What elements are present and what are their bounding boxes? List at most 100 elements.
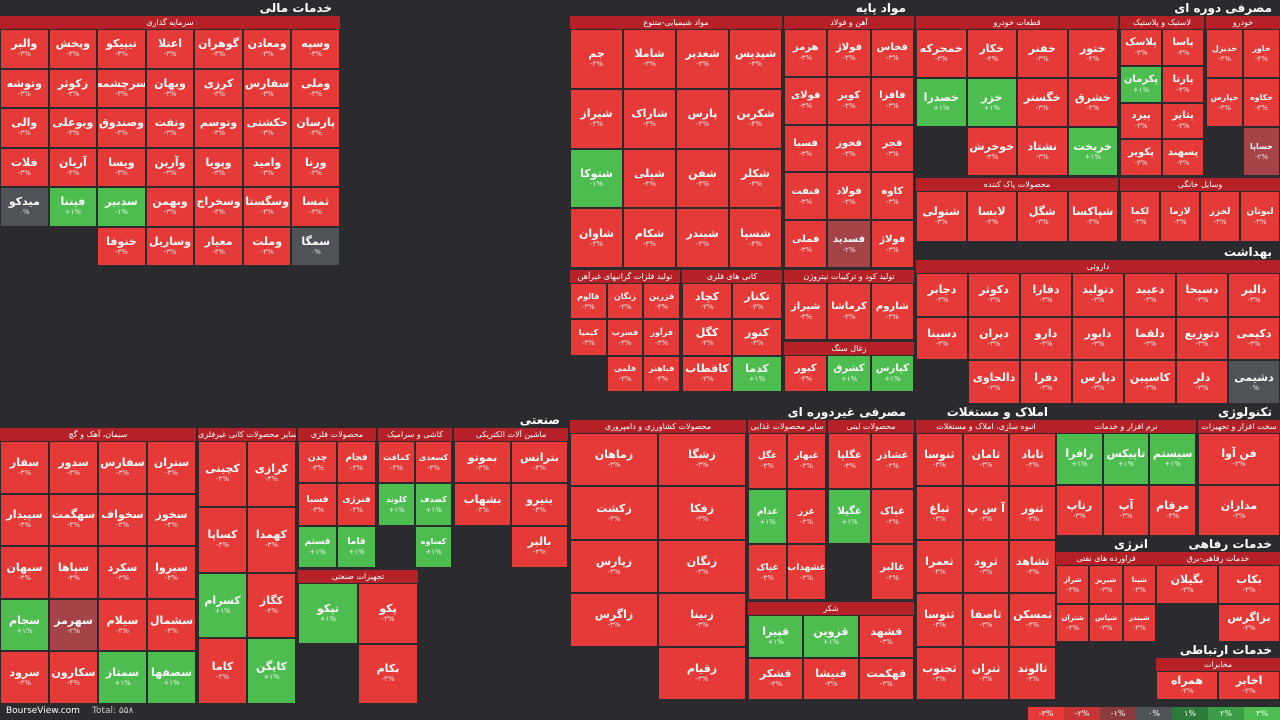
stock-tile[interactable]: قهکمت -۳% (858, 657, 914, 700)
stock-tile[interactable]: وآرین -۳% (145, 147, 195, 187)
stock-tile[interactable]: کسعدی -۳% (415, 441, 452, 484)
stock-tile[interactable]: وپخش -۳% (48, 29, 98, 69)
stock-tile[interactable]: گوهران -۳% (194, 29, 243, 69)
stock-tile[interactable]: سجام +۱% (0, 598, 49, 652)
stock-tile[interactable]: کاسپین -۳% (1124, 360, 1176, 404)
stock-tile[interactable]: فزرین -۳% (643, 283, 680, 320)
stock-tile[interactable]: ثتوسا -۳% (916, 593, 963, 647)
stock-tile[interactable]: دسبحا -۳% (1176, 273, 1228, 317)
stock-tile[interactable]: پارسان -۳% (291, 108, 340, 148)
stock-tile[interactable]: شبندر -۳% (676, 208, 729, 268)
stock-tile[interactable]: خزر +۱% (966, 78, 1017, 127)
stock-tile[interactable]: بکام -۳% (358, 643, 418, 704)
stock-tile[interactable]: سپاها -۳% (49, 546, 98, 599)
stock-tile[interactable]: کاوه -۳% (870, 172, 914, 221)
stock-tile[interactable]: سشمال -۳% (147, 598, 196, 652)
stock-tile[interactable]: قاما +۱% (337, 525, 376, 568)
stock-tile[interactable]: غپاک -۳% (748, 544, 787, 600)
stock-tile[interactable]: کمافت -۳% (378, 441, 415, 484)
stock-tile[interactable]: تیپیکو -۳% (97, 29, 146, 69)
stock-tile[interactable]: لخزر -۳% (1200, 191, 1240, 242)
stock-tile[interactable]: خریخت +۱% (1067, 127, 1118, 176)
stock-tile[interactable]: بنیرو -۳% (511, 483, 568, 526)
stock-tile[interactable]: غگیلا +۱% (828, 488, 871, 545)
stock-tile[interactable]: سپیدار -۳% (0, 493, 49, 547)
stock-tile[interactable]: کایگن +۱% (247, 638, 296, 704)
stock-tile[interactable]: دشیمی ۰% (1228, 360, 1280, 404)
stock-tile[interactable]: فجر -۳% (870, 124, 914, 173)
stock-tile[interactable]: شکلر -۳% (729, 148, 782, 209)
stock-tile[interactable]: دکیمی -۳% (1228, 316, 1280, 361)
stock-tile[interactable]: دپارس -۳% (1072, 360, 1124, 404)
stock-tile[interactable]: ثالوند -۳% (1009, 646, 1056, 700)
stock-tile[interactable]: خساپا -۲% (1243, 127, 1280, 176)
stock-tile[interactable]: شبریز -۳% (1089, 565, 1123, 604)
stock-tile[interactable]: غدام +۱% (748, 488, 787, 545)
stock-tile[interactable]: دسینا -۳% (916, 316, 968, 361)
stock-tile[interactable]: شاوان -۳% (570, 208, 623, 268)
stock-tile[interactable]: اعتلا -۳% (145, 29, 195, 69)
stock-tile[interactable]: ثمسا -۳% (291, 187, 340, 227)
stock-tile[interactable]: کگاز -۳% (247, 572, 296, 639)
stock-tile[interactable]: فولاد -۳% (827, 172, 871, 221)
stock-tile[interactable]: کصدف +۱% (415, 483, 452, 526)
stock-tile[interactable]: ثشاهد -۳% (1009, 539, 1056, 594)
stock-tile[interactable]: قستم +۱% (298, 525, 337, 568)
stock-tile[interactable]: سبهان -۳% (0, 546, 49, 599)
stock-tile[interactable]: زشگا -۳% (658, 433, 746, 487)
stock-tile[interactable]: سمگا ۰% (291, 226, 340, 266)
stock-tile[interactable]: دفرا -۳% (1020, 360, 1072, 404)
stock-tile[interactable]: وسپه -۳% (291, 29, 340, 69)
stock-tile[interactable]: غپاک -۳% (871, 488, 914, 545)
stock-tile[interactable]: شاراک -۳% (623, 88, 676, 149)
stock-tile[interactable]: کپارس +۱% (870, 355, 914, 392)
stock-tile[interactable]: تاپیکس +۱% (1102, 433, 1150, 485)
stock-tile[interactable]: فسبا -۳% (298, 483, 337, 526)
stock-tile[interactable]: فسرب -۳% (606, 319, 644, 356)
stock-tile[interactable]: غشهداب -۳% (787, 544, 826, 600)
stock-tile[interactable]: فولاژ -۳% (827, 29, 871, 77)
stock-tile[interactable]: کاقطاب -۳% (682, 355, 732, 392)
stock-tile[interactable]: شیراز -۳% (570, 88, 623, 149)
stock-tile[interactable]: فنفت -۳% (784, 172, 828, 221)
stock-tile[interactable]: بموتو -۳% (454, 441, 511, 484)
stock-tile[interactable]: ثرود -۳% (962, 539, 1010, 594)
stock-tile[interactable]: خپارس -۳% (1206, 78, 1243, 127)
stock-tile[interactable]: پاسا -۳% (1162, 29, 1204, 66)
stock-tile[interactable]: زفکا -۳% (658, 486, 746, 540)
stock-tile[interactable]: زبینا -۳% (658, 593, 746, 647)
stock-tile[interactable]: خمحرکه -۳% (916, 29, 967, 78)
stock-tile[interactable]: دابور -۳% (1072, 316, 1124, 361)
stock-tile[interactable]: فلات -۳% (0, 147, 49, 187)
stock-tile[interactable]: خدیزل -۳% (1206, 29, 1243, 78)
stock-tile[interactable]: سرود -۳% (0, 651, 49, 704)
stock-tile[interactable]: ومعادن -۳% (242, 29, 292, 69)
stock-tile[interactable]: سیستم +۱% (1149, 433, 1196, 485)
stock-tile[interactable]: خکاوه -۳% (1243, 78, 1280, 127)
stock-tile[interactable]: شبندر -۳% (1122, 603, 1156, 642)
stock-tile[interactable]: ثتران -۳% (962, 646, 1010, 700)
stock-tile[interactable]: فسبا -۳% (784, 124, 828, 173)
stock-tile[interactable]: وپویا -۳% (194, 147, 243, 187)
stock-tile[interactable]: بترانس -۳% (511, 441, 568, 484)
stock-tile[interactable]: کسرام +۱% (198, 572, 247, 639)
stock-tile[interactable]: پتایر -۳% (1162, 102, 1204, 140)
stock-tile[interactable]: کنور -۳% (732, 319, 782, 356)
stock-tile[interactable]: ثعمرا -۳% (916, 539, 963, 594)
stock-tile[interactable]: والبر -۳% (0, 29, 49, 69)
stock-tile[interactable]: میدکو ۰% (0, 187, 49, 227)
stock-tile[interactable]: خگستر -۳% (1017, 78, 1068, 127)
stock-tile[interactable]: شکربن -۳% (729, 88, 782, 149)
stock-tile[interactable]: خشرق -۳% (1067, 78, 1118, 127)
stock-tile[interactable]: سصفها +۱% (147, 651, 196, 704)
stock-tile[interactable]: فنرژی -۳% (337, 483, 376, 526)
stock-tile[interactable]: کساوه +۱% (415, 525, 452, 568)
stock-tile[interactable]: کلوند +۱% (378, 483, 415, 526)
stock-tile[interactable]: شراز -۳% (1056, 565, 1090, 604)
stock-tile[interactable]: ونفت -۳% (145, 108, 195, 148)
stock-tile[interactable]: فافزا -۳% (870, 76, 914, 125)
stock-tile[interactable]: پکو -۳% (358, 583, 418, 644)
stock-tile[interactable]: حکشتی -۳% (242, 108, 292, 148)
stock-tile[interactable]: غزر -۳% (787, 488, 826, 545)
stock-tile[interactable]: ورنا -۳% (291, 147, 340, 187)
